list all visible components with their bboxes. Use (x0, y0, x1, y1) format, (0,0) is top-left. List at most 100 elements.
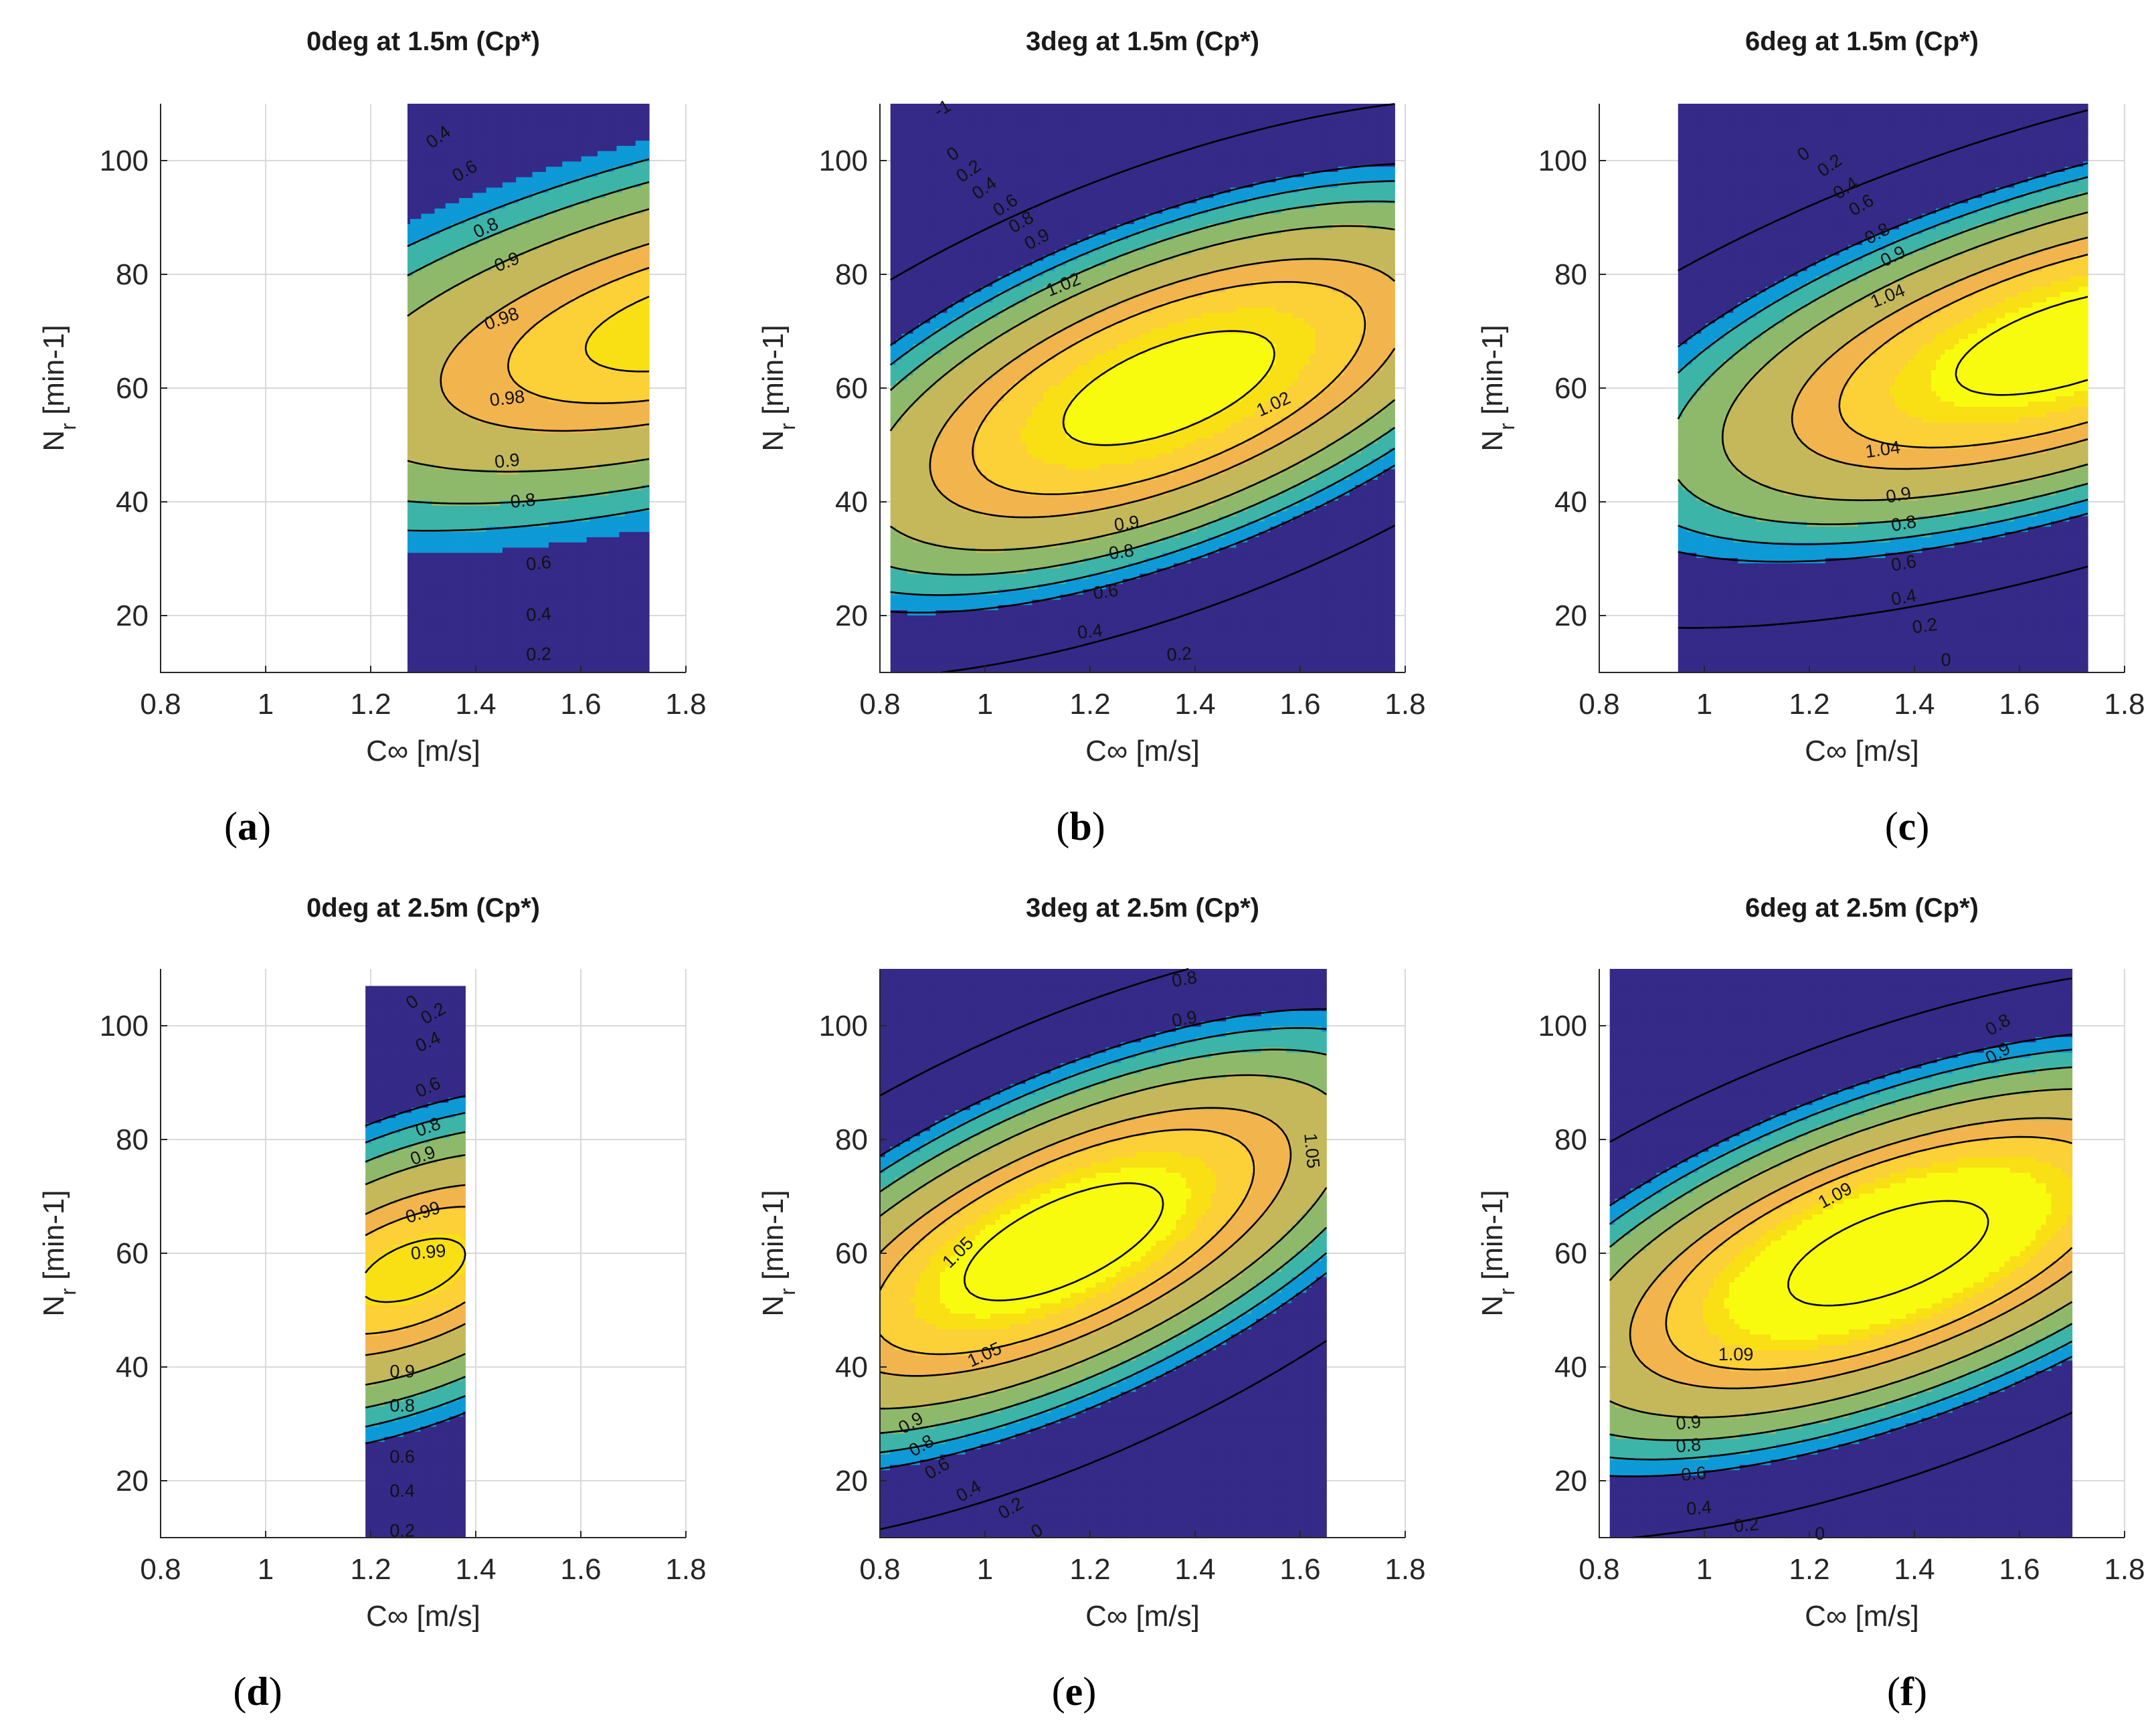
contour-cell (475, 505, 479, 511)
contour-cell (581, 521, 585, 527)
contour-cell (622, 610, 626, 616)
contour-cell (478, 422, 482, 428)
contour-cell (600, 604, 604, 611)
contour-cell (445, 568, 449, 574)
contour-cell (483, 656, 487, 663)
contour-cell (638, 464, 642, 470)
contour-cell (611, 656, 614, 663)
contour-cell (565, 395, 568, 402)
contour-cell (592, 573, 596, 579)
contour-cell (437, 537, 441, 543)
contour-cell (511, 453, 514, 459)
contour-cell (638, 531, 642, 537)
contour-cell (494, 615, 498, 621)
contour-cell (499, 583, 503, 589)
contour-cell (434, 505, 438, 511)
contour-cell (516, 583, 519, 589)
contour-cell (508, 438, 511, 444)
contour-cell (486, 537, 490, 543)
contour-cell (494, 563, 498, 569)
contour-cell (562, 500, 565, 507)
contour-cell (570, 620, 574, 626)
contour-cell (453, 583, 457, 589)
contour-cell (627, 578, 631, 585)
contour-cell (483, 620, 487, 626)
contour-cell (462, 620, 465, 626)
contour-cell (603, 615, 606, 621)
contour-cell (638, 651, 642, 658)
contour-cell (551, 474, 555, 480)
contour-cell (426, 390, 430, 397)
contour-cell (470, 448, 473, 454)
contour-cell (440, 453, 444, 459)
contour-cell (421, 416, 424, 423)
contour-cell (502, 490, 506, 496)
contour-cell (426, 568, 430, 574)
contour-cell (606, 427, 609, 433)
contour-cell (597, 568, 601, 574)
contour-cell (424, 620, 427, 626)
contour-cell (488, 620, 492, 626)
contour-cell (491, 385, 495, 391)
contour-cell (565, 662, 568, 668)
contour-cell (535, 620, 539, 626)
contour-cell (611, 468, 614, 475)
contour-cell (581, 547, 585, 553)
contour-cell (575, 625, 579, 632)
contour-cell (532, 494, 536, 501)
contour-cell (603, 442, 606, 449)
contour-cell (456, 563, 460, 569)
contour-cell (632, 667, 636, 673)
contour-cell (578, 651, 582, 658)
contour-cell (537, 490, 541, 496)
contour-cell (554, 604, 557, 611)
contour-cell (575, 636, 579, 642)
contour-cell (432, 453, 436, 459)
contour-cell (502, 412, 506, 418)
contour-cell (589, 484, 593, 490)
contour-cell (627, 641, 631, 647)
contour-cell (450, 432, 454, 438)
contour-cell (532, 474, 536, 480)
contour-cell (570, 438, 574, 444)
contour-cell (597, 380, 601, 386)
contour-cell (635, 500, 639, 507)
contour-cell (497, 464, 501, 470)
contour-cell (535, 573, 539, 579)
contour-cell (494, 557, 498, 563)
contour-cell (567, 458, 571, 464)
contour-cell (445, 453, 449, 459)
contour-cell (543, 412, 547, 418)
contour-cell (537, 401, 541, 407)
contour-cell (592, 625, 596, 632)
contour-cell (606, 615, 609, 621)
contour-cell (418, 395, 422, 402)
contour-cell (480, 406, 484, 412)
contour-cell (630, 563, 634, 569)
contour-cell (527, 438, 531, 444)
contour-cell (516, 516, 519, 522)
contour-cell (554, 563, 557, 569)
contour-cell (429, 547, 433, 553)
contour-cell (527, 474, 531, 480)
contour-cell (562, 583, 565, 589)
contour-cell (407, 521, 411, 527)
contour-cell (516, 615, 519, 621)
contour-cell (472, 432, 476, 438)
contour-cell (494, 589, 498, 595)
contour-cell (611, 511, 614, 517)
contour-cell (424, 641, 427, 647)
contour-cell (638, 578, 642, 585)
contour-cell (581, 615, 585, 621)
contour-cell (551, 589, 555, 595)
contour-cell (421, 615, 424, 621)
contour-cell (597, 479, 601, 485)
contour-cell (440, 662, 444, 668)
contour-cell (475, 521, 479, 527)
contour-fill (407, 104, 650, 673)
contour-cell (594, 563, 598, 569)
contour-cell (508, 490, 511, 496)
contour-cell (575, 401, 579, 407)
contour-cell (486, 521, 490, 527)
contour-cell (614, 651, 617, 658)
